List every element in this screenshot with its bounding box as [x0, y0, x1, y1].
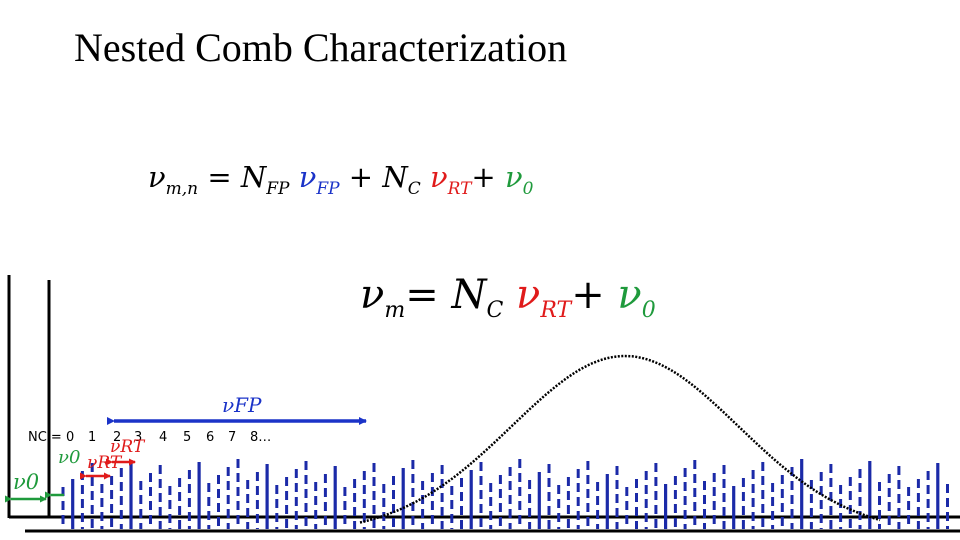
mode-index-7: 7: [228, 430, 236, 445]
gain-envelope-curve: [359, 354, 881, 524]
eq1-n-c: NC: [382, 160, 421, 199]
comb-lines: [61, 459, 949, 529]
mode-index-5: 5: [183, 430, 191, 445]
nu-0-small-label: ν0: [58, 447, 80, 468]
nu-0-axis-label: ν0: [13, 470, 39, 494]
mode-index-6: 6: [206, 430, 214, 445]
comb-equation: νm= NC νRT+ ν0: [360, 272, 656, 323]
mode-index-2: 2: [113, 430, 121, 445]
mode-index-4: 4: [159, 430, 167, 445]
mode-index-3: 3: [134, 430, 142, 445]
eq2-nu-0: ν0: [617, 272, 656, 323]
eq1-nu-0: ν0: [504, 160, 534, 199]
eq2-n-c: NC: [451, 272, 504, 323]
mode-index-8: 8…: [250, 430, 271, 445]
page-title: Nested Comb Characterization: [74, 25, 568, 70]
nested-comb-equation: νm,n = NFP νFP + NC νRT+ ν0: [148, 160, 534, 199]
nu-rt-label-lower: νRT: [87, 453, 123, 473]
nc-index-prefix: NC = 0: [28, 430, 74, 445]
nu-fp-label: νFP: [222, 393, 262, 417]
nu-rt-label-upper: νRT: [110, 437, 146, 457]
eq1-n-fp: NFP: [240, 160, 290, 199]
eq1-lhs: νm,n: [148, 160, 199, 199]
eq2-lhs: νm: [360, 272, 406, 323]
mode-index-1: 1: [88, 430, 96, 445]
eq1-nu-rt: νRT: [429, 160, 472, 199]
eq1-nu-fp: νFP: [298, 160, 340, 199]
eq2-nu-rt: νRT: [516, 272, 572, 323]
